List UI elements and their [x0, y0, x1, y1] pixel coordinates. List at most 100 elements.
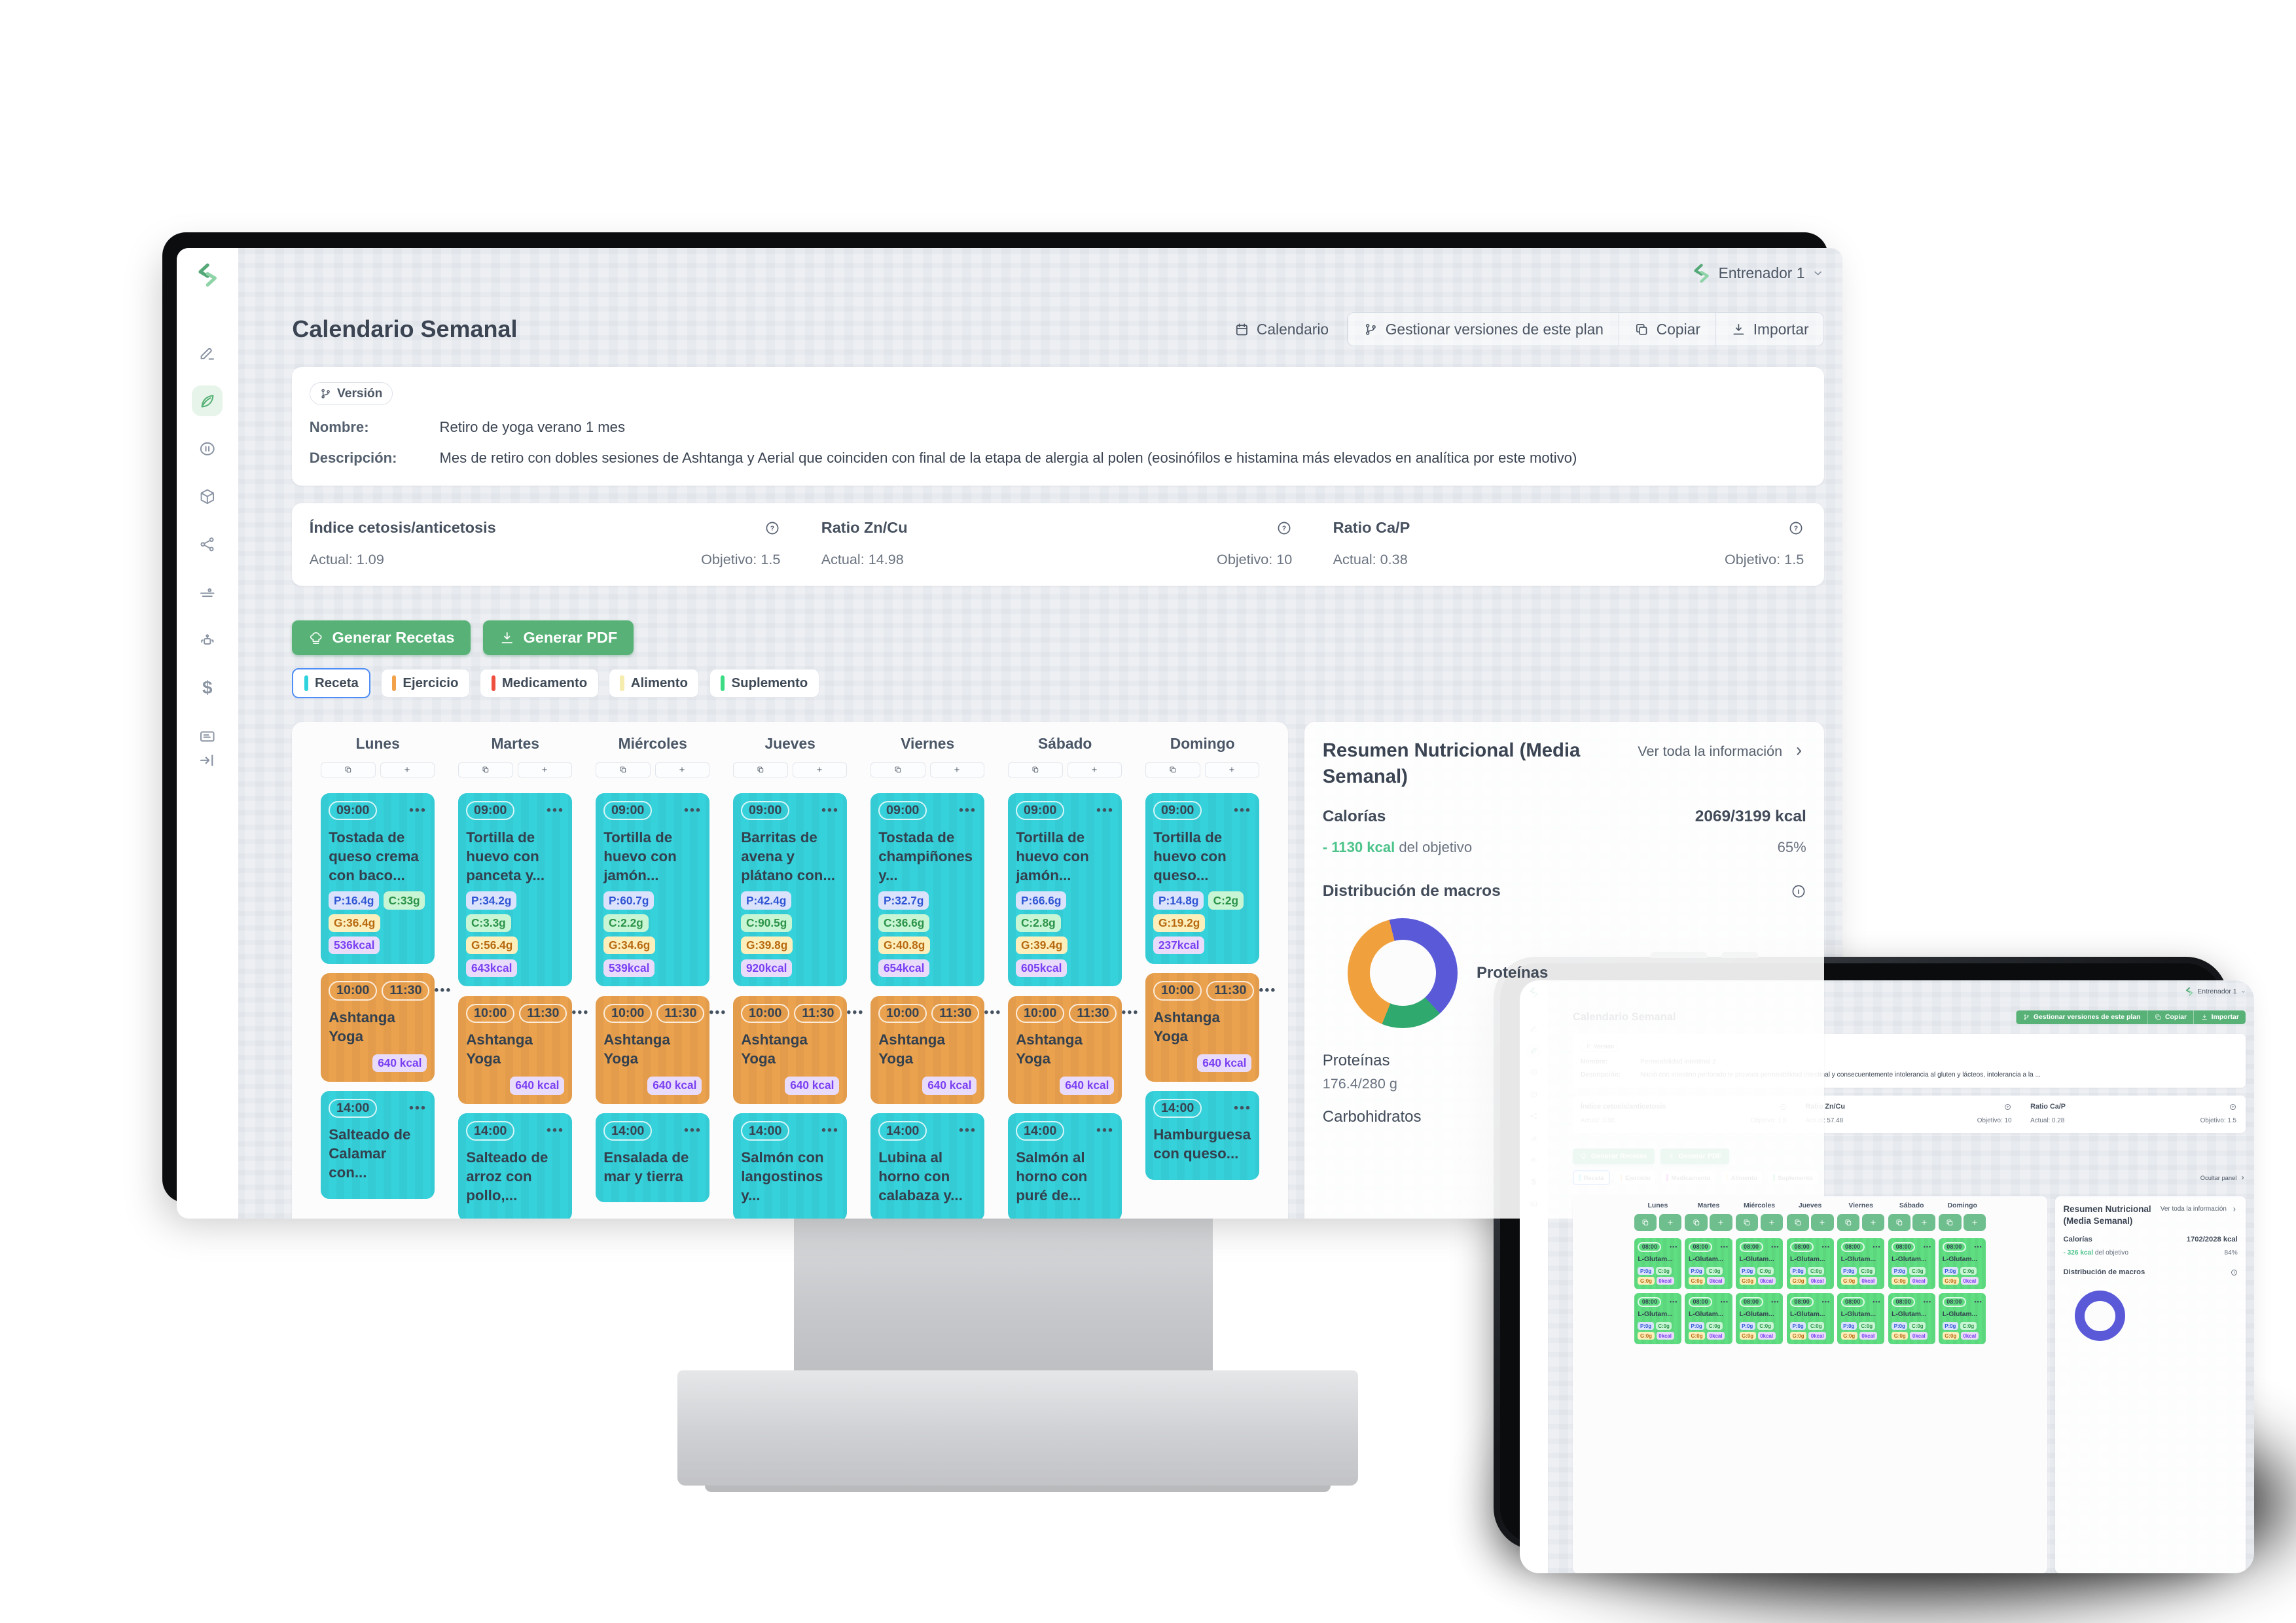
toolbar-button[interactable]: Gestionar versiones de este plan [1347, 313, 1619, 346]
equipment-icon[interactable] [192, 625, 223, 656]
more-options-icon[interactable]: ••• [1974, 1298, 1982, 1306]
event-card[interactable]: 09:00 ••• Tortilla de huevo con jamón...… [1008, 793, 1122, 987]
info-icon[interactable]: i [1791, 883, 1806, 899]
nutrition-icon[interactable] [192, 385, 223, 416]
add-event-button[interactable] [655, 762, 710, 778]
event-card[interactable]: 08:00 ••• L-Glutam... P:0g C:0g G:0g 0kcal [1786, 1238, 1834, 1289]
event-card[interactable]: 14:00 ••• Salteado de Calamar con... [321, 1090, 435, 1199]
collapse-sidebar-icon[interactable] [192, 751, 223, 1202]
more-options-icon[interactable]: ••• [1096, 803, 1115, 817]
filter-chip[interactable]: Ejercicio [380, 669, 470, 698]
more-options-icon[interactable]: ••• [984, 1006, 1002, 1020]
package-icon[interactable] [192, 481, 223, 512]
more-options-icon[interactable]: ••• [409, 803, 427, 817]
filter-chip[interactable]: Suplemento [709, 669, 819, 698]
event-card[interactable]: 08:00 ••• L-Glutam... P:0g C:0g G:0g 0kcal [1685, 1238, 1732, 1289]
event-card[interactable]: 14:00 ••• Hamburguesa con queso... [1145, 1090, 1260, 1180]
event-card[interactable]: 09:00 ••• Tortilla de huevo con panceta … [458, 793, 573, 987]
more-options-icon[interactable]: ••• [684, 803, 702, 817]
more-options-icon[interactable]: ••• [709, 1006, 727, 1020]
copy-day-button[interactable] [1939, 1213, 1962, 1232]
event-card[interactable]: 09:00 ••• Tortilla de huevo con queso...… [1145, 793, 1260, 964]
event-card[interactable]: 08:00 ••• L-Glutam... P:0g C:0g G:0g 0kcal [1634, 1238, 1681, 1289]
see-all-info-link[interactable]: Ver toda la información [2161, 1205, 2238, 1213]
hide-panel-link[interactable]: Ocultar panel [2200, 1175, 2246, 1181]
more-options-icon[interactable]: ••• [571, 1006, 590, 1020]
event-card[interactable]: 14:00 ••• Lubina al horno con calabaza y… [870, 1113, 985, 1219]
event-card[interactable]: 09:00 ••• Tostada de queso crema con bac… [321, 793, 435, 964]
chevron-down-icon[interactable] [1812, 267, 1824, 279]
copy-day-button[interactable] [458, 762, 513, 778]
edit-icon[interactable] [192, 338, 223, 368]
copy-day-button[interactable] [1008, 762, 1063, 778]
event-card[interactable]: 14:00 ••• Salteado de arroz con pollo,..… [458, 1113, 573, 1219]
add-event-button[interactable] [792, 762, 848, 778]
pause-icon[interactable] [192, 433, 223, 464]
more-options-icon[interactable]: ••• [821, 1124, 840, 1138]
more-options-icon[interactable]: ••• [1873, 1243, 1881, 1251]
copy-day-button[interactable] [870, 762, 925, 778]
event-card[interactable]: 08:00 ••• L-Glutam... P:0g C:0g G:0g 0kcal [1736, 1293, 1784, 1344]
copy-day-button[interactable] [1786, 1213, 1809, 1232]
help-icon[interactable]: ? [2004, 1103, 2011, 1111]
device-icon[interactable] [192, 577, 223, 608]
more-options-icon[interactable]: ••• [821, 803, 840, 817]
copy-day-button[interactable] [1634, 1213, 1657, 1232]
toolbar-button[interactable]: Copiar [2147, 1010, 2194, 1024]
see-all-info-link[interactable]: Ver toda la información [1638, 743, 1806, 760]
more-options-icon[interactable]: ••• [1923, 1243, 1932, 1251]
wallet-icon[interactable] [192, 721, 223, 751]
toolbar-button[interactable]: Importar [2193, 1010, 2246, 1024]
event-card[interactable]: 09:00 ••• Barritas de avena y plátano co… [733, 793, 848, 987]
share-icon[interactable] [192, 529, 223, 560]
event-card[interactable]: 08:00 ••• L-Glutam... P:0g C:0g G:0g 0kcal [1685, 1293, 1732, 1344]
more-options-icon[interactable]: ••• [1923, 1298, 1932, 1306]
add-event-button[interactable] [1710, 1213, 1732, 1232]
help-icon[interactable]: ? [2229, 1103, 2236, 1111]
event-card[interactable]: 10:00 11:30 ••• Ashtanga Yoga 640 kcal [733, 995, 863, 1104]
filter-chip[interactable]: Receta [292, 668, 371, 699]
toolbar-button[interactable]: Gestionar versiones de este plan [2015, 1010, 2147, 1024]
more-options-icon[interactable]: ••• [959, 803, 977, 817]
event-card[interactable]: 14:00 ••• Ensalada de mar y tierra [596, 1113, 710, 1203]
more-options-icon[interactable]: ••• [434, 983, 452, 997]
billing-icon[interactable]: $ [202, 677, 213, 698]
add-event-button[interactable] [1861, 1213, 1885, 1232]
user-menu[interactable]: Entrenador 1 [1718, 264, 1805, 281]
event-card[interactable]: 10:00 11:30 ••• Ashtanga Yoga 640 kcal [1008, 995, 1138, 1104]
event-card[interactable]: 08:00 ••• L-Glutam... P:0g C:0g G:0g 0kcal [1736, 1238, 1784, 1289]
add-event-button[interactable] [929, 762, 985, 778]
more-options-icon[interactable]: ••• [1720, 1243, 1729, 1251]
more-options-icon[interactable]: ••• [1720, 1298, 1729, 1306]
info-icon[interactable]: i [2231, 1269, 2238, 1276]
event-card[interactable]: 08:00 ••• L-Glutam... P:0g C:0g G:0g 0kcal [1888, 1238, 1935, 1289]
more-options-icon[interactable]: ••• [1234, 803, 1252, 817]
calendar-view-button[interactable]: Calendario [1230, 312, 1333, 346]
event-card[interactable]: 08:00 ••• L-Glutam... P:0g C:0g G:0g 0kcal [1786, 1293, 1834, 1344]
add-event-button[interactable] [1659, 1213, 1681, 1232]
generate-pdf-button[interactable]: Generar PDF [483, 620, 634, 656]
more-options-icon[interactable]: ••• [1821, 1243, 1831, 1251]
event-card[interactable]: 10:00 11:30 ••• Ashtanga Yoga 640 kcal [596, 995, 725, 1104]
generate-recipes-button[interactable]: Generar Recetas [292, 620, 471, 656]
help-icon[interactable]: ? [1788, 520, 1804, 536]
add-event-button[interactable] [1963, 1213, 1986, 1232]
more-options-icon[interactable]: ••• [1234, 1101, 1252, 1115]
event-card[interactable]: 10:00 11:30 ••• Ashtanga Yoga 640 kcal [321, 973, 450, 1082]
event-card[interactable]: 10:00 11:30 ••• Ashtanga Yoga 640 kcal [458, 995, 588, 1104]
event-card[interactable]: 08:00 ••• L-Glutam... P:0g C:0g G:0g 0kcal [1939, 1293, 1986, 1344]
more-options-icon[interactable]: ••• [1096, 1124, 1115, 1138]
more-options-icon[interactable]: ••• [1670, 1298, 1678, 1306]
event-card[interactable]: 10:00 11:30 ••• Ashtanga Yoga 640 kcal [870, 995, 1000, 1104]
add-event-button[interactable] [380, 762, 435, 778]
more-options-icon[interactable]: ••• [1821, 1298, 1831, 1306]
add-event-button[interactable] [1811, 1213, 1834, 1232]
more-options-icon[interactable]: ••• [1259, 983, 1277, 997]
help-icon[interactable]: ? [764, 520, 780, 536]
copy-day-button[interactable] [1685, 1213, 1708, 1232]
user-menu[interactable]: Entrenador 1 [2197, 988, 2237, 996]
toolbar-button[interactable]: Copiar [1618, 313, 1715, 346]
event-card[interactable]: 08:00 ••• L-Glutam... P:0g C:0g G:0g 0kcal [1888, 1293, 1935, 1344]
more-options-icon[interactable]: ••• [547, 1124, 565, 1138]
copy-day-button[interactable] [321, 762, 376, 778]
